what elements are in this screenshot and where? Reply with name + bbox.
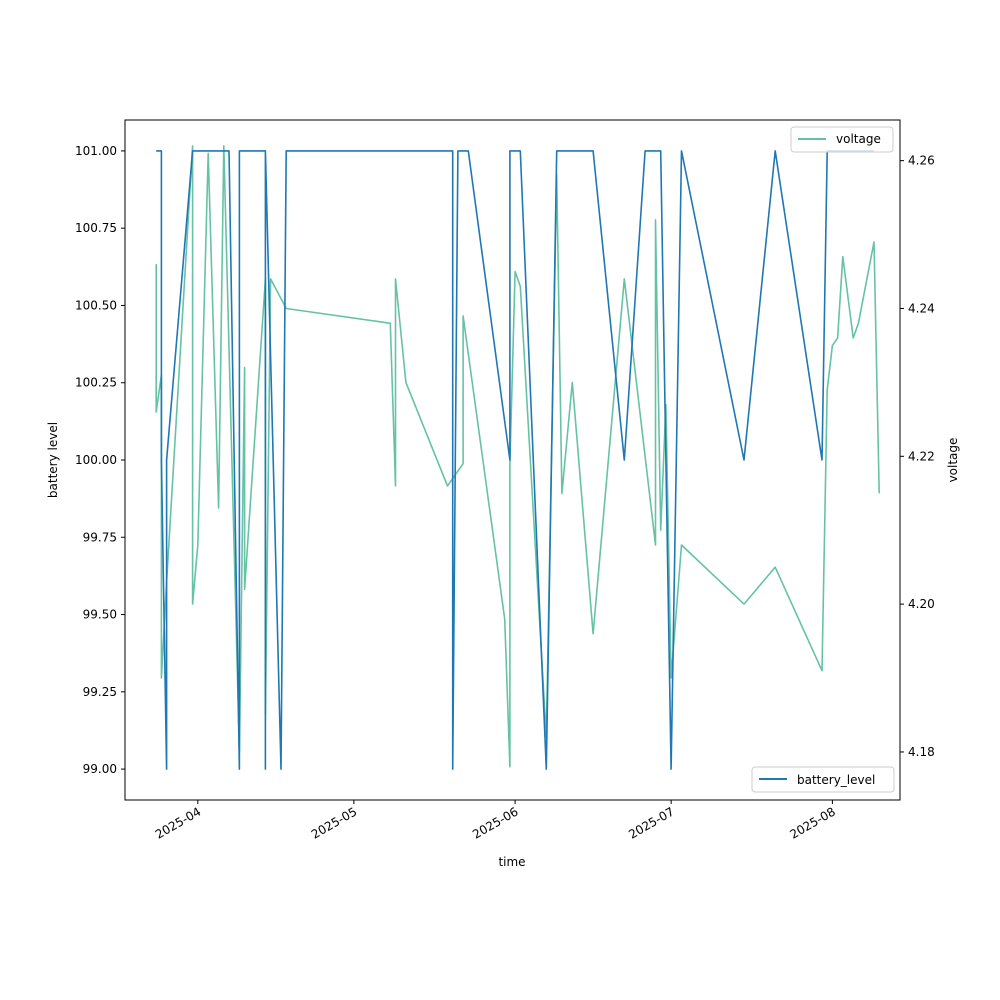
- y-left-tick-label: 100.00: [75, 453, 117, 467]
- y-axis-left: 99.00 99.25 99.50 99.75 100.00 100.25 100.50 10…: [75, 144, 125, 776]
- y-right-tick-label: 4.22: [908, 449, 935, 463]
- y-axis-right-label: voltage: [946, 438, 960, 483]
- series-layer: [155, 145, 880, 770]
- legend-battery-level: battery_level: [751, 766, 895, 793]
- y-right-tick-label: 4.24: [908, 301, 935, 315]
- y-left-tick-label: 99.50: [83, 608, 117, 622]
- y-left-tick-label: 100.25: [75, 376, 117, 390]
- legend-label-voltage: voltage: [836, 132, 881, 146]
- plot-area: [125, 120, 900, 800]
- y-right-tick-label: 4.18: [908, 745, 935, 759]
- y-left-tick-label: 99.75: [83, 530, 117, 544]
- legend-box: [751, 766, 895, 793]
- legend-voltage: voltage: [790, 126, 894, 153]
- y-left-tick-label: 99.25: [83, 685, 117, 699]
- x-axis-label: time: [498, 855, 525, 869]
- y-right-tick-label: 4.26: [908, 154, 935, 168]
- y-left-tick-label: 100.50: [75, 298, 117, 312]
- y-right-tick-label: 4.20: [908, 597, 935, 611]
- series-line-battery-level: [156, 150, 874, 770]
- y-axis-left-label: battery level: [46, 422, 60, 498]
- y-axis-right: 4.18 4.20 4.22 4.24 4.26: [900, 154, 935, 759]
- y-left-tick-label: 100.75: [75, 221, 117, 235]
- y-left-tick-label: 101.00: [75, 144, 117, 158]
- y-left-tick-label: 99.00: [83, 762, 117, 776]
- series-line-voltage: [155, 145, 880, 768]
- legend-box: [790, 126, 894, 153]
- legend-label-battery-level: battery_level: [797, 773, 875, 787]
